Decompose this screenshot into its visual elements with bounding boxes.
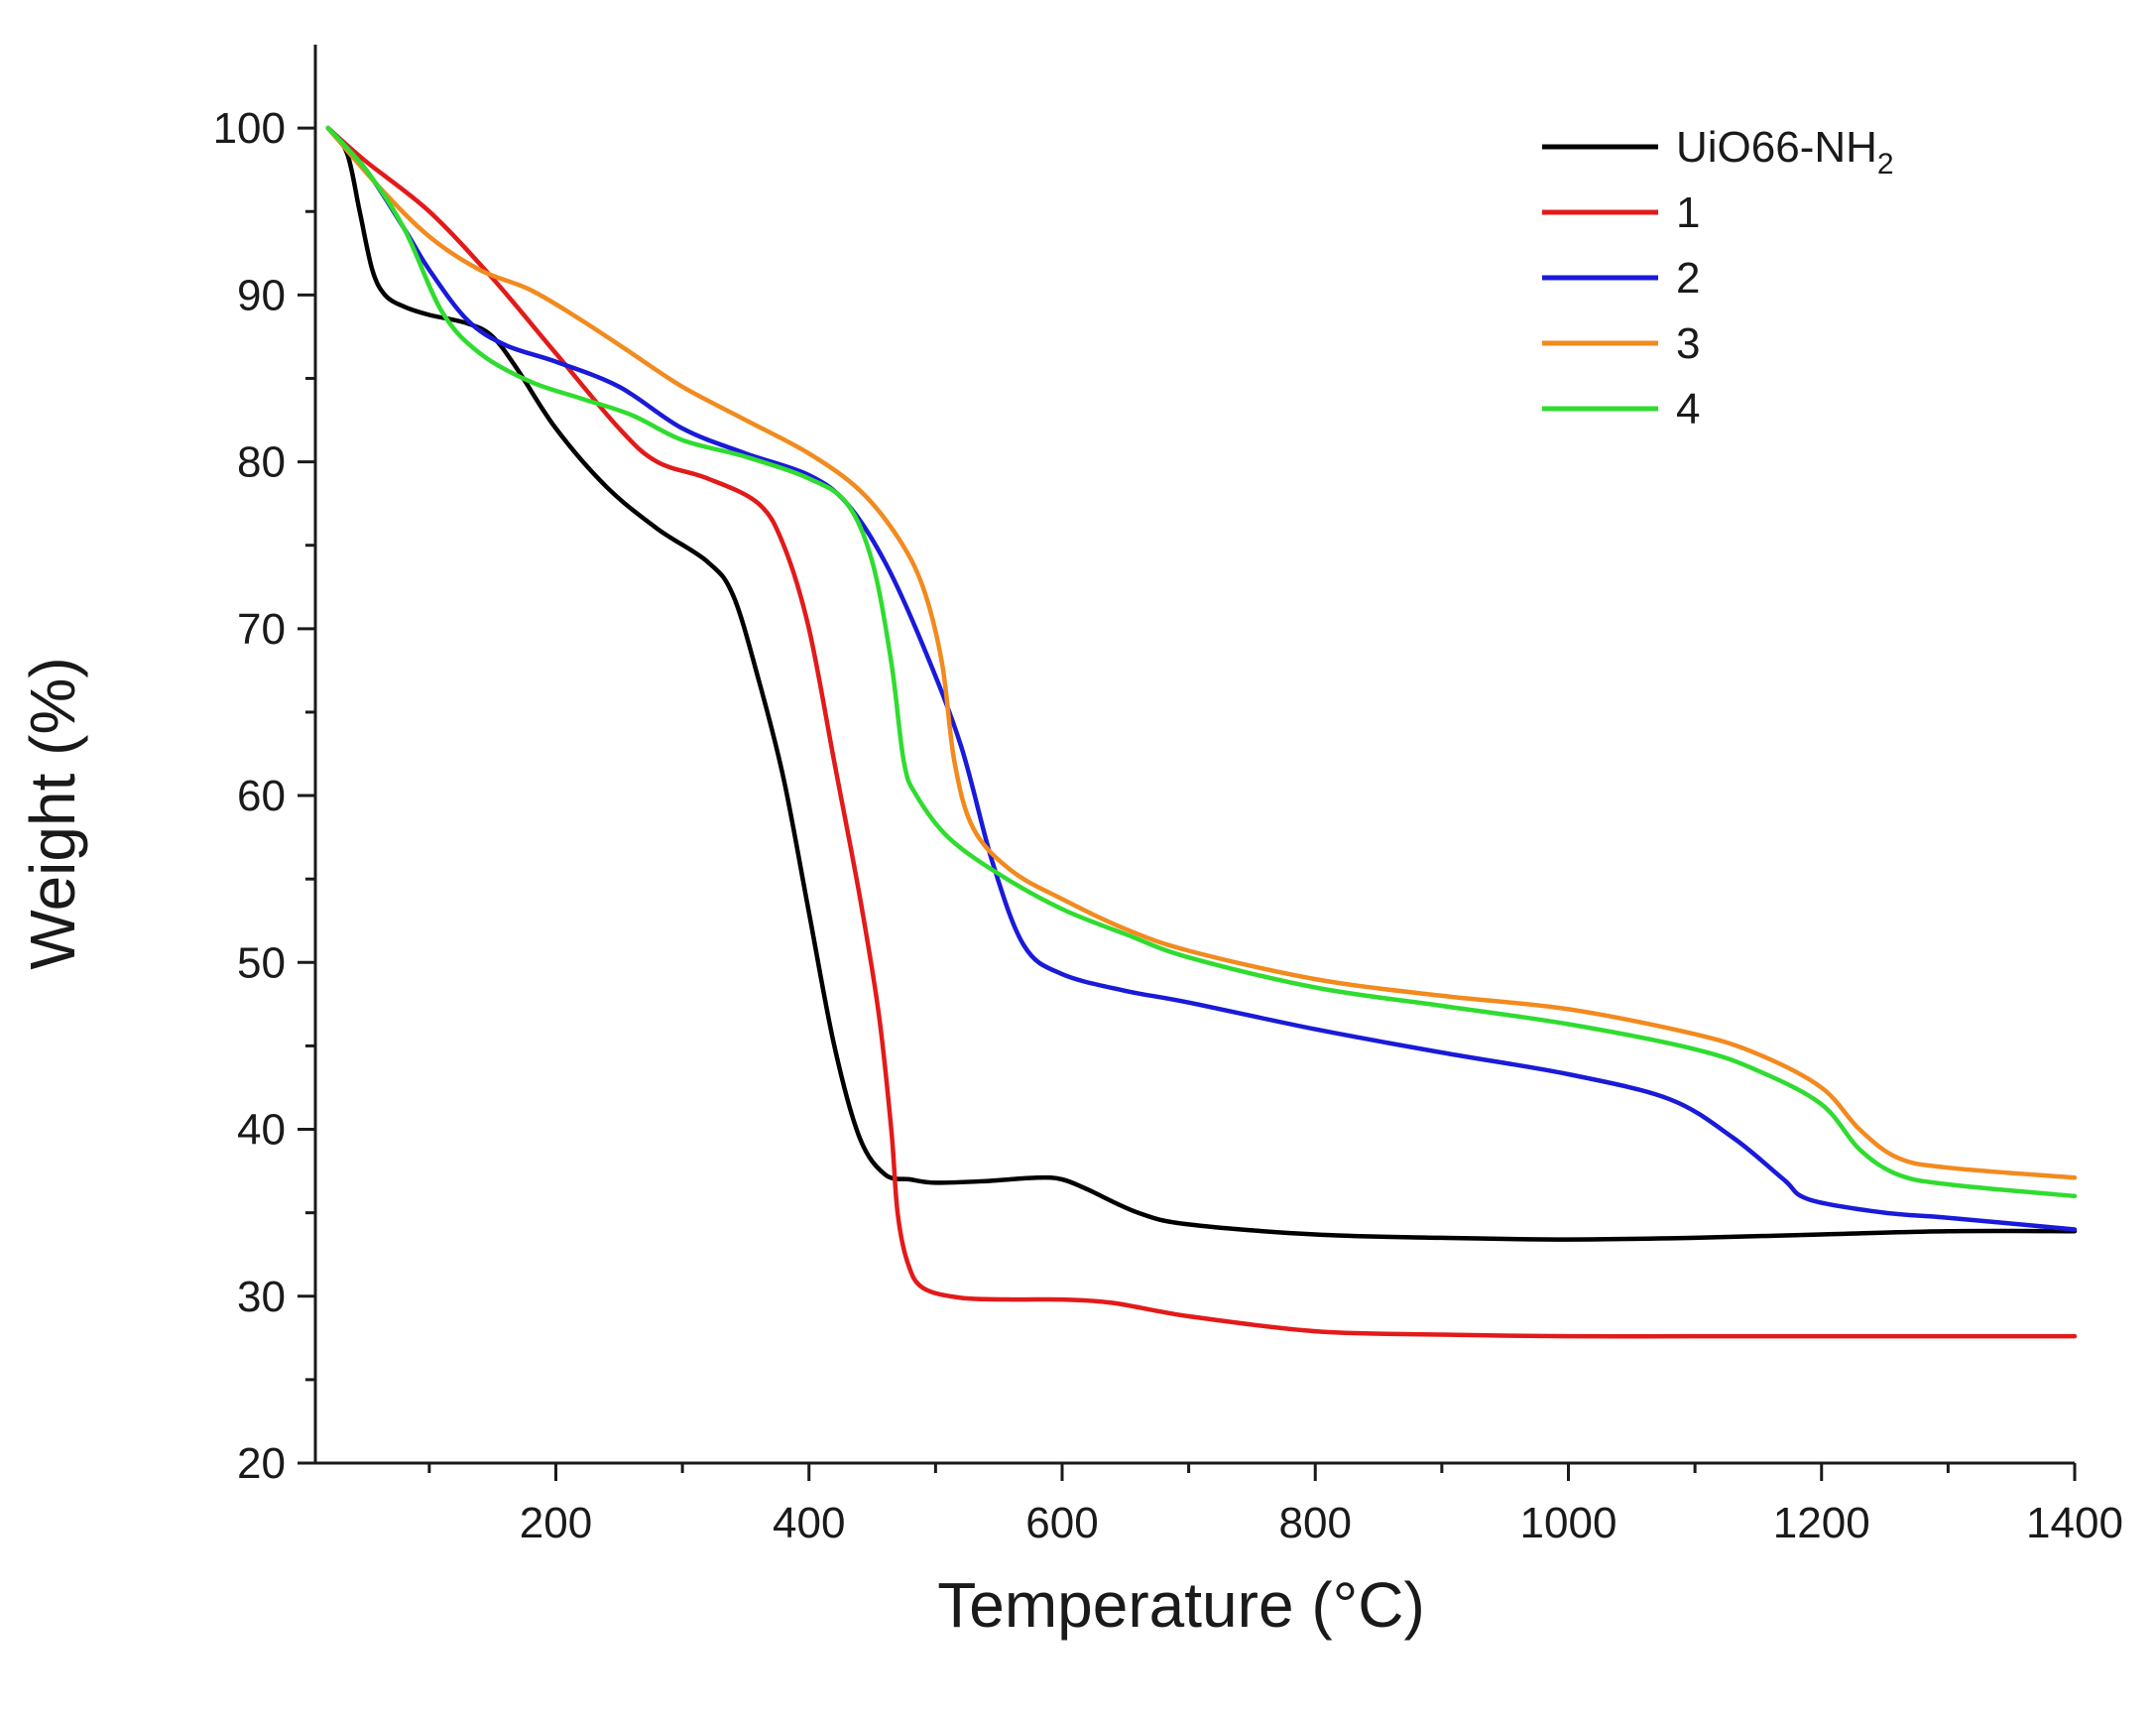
axes: 20 30 40 50 60 70 80 90 100 200 400 600 800 1000 1200 1… <box>213 45 2123 1547</box>
legend-label-main: UiO66-NH <box>1676 123 1877 172</box>
series-line-4 <box>325 125 2078 1199</box>
series-line-uio66-nh2 <box>325 125 2078 1242</box>
series-layer <box>325 125 2078 1339</box>
legend-label-main: 4 <box>1676 385 1700 433</box>
series-line-3 <box>325 125 2078 1180</box>
y-tick-label: 60 <box>237 772 286 820</box>
series-line-2 <box>325 125 2078 1232</box>
x-tick-label: 400 <box>773 1499 845 1547</box>
legend-label: 1 <box>1676 188 1700 237</box>
y-tick-label: 20 <box>237 1439 286 1488</box>
y-tick-label: 90 <box>237 271 286 319</box>
y-tick-label: 70 <box>237 605 286 654</box>
legend-label: 4 <box>1676 385 1700 433</box>
y-tick-label: 50 <box>237 938 286 987</box>
x-tick-label: 1400 <box>2026 1499 2123 1547</box>
legend-label: UiO66-NH2 <box>1676 123 1894 181</box>
legend-label: 2 <box>1676 254 1700 303</box>
legend-label-main: 2 <box>1676 254 1700 303</box>
legend-label-main: 3 <box>1676 319 1700 368</box>
x-tick-label: 800 <box>1279 1499 1352 1547</box>
x-tick-label: 1000 <box>1520 1499 1617 1547</box>
y-axis-title: Weight (%) <box>17 657 88 969</box>
y-tick-label: 100 <box>213 104 286 153</box>
y-tick-label: 40 <box>237 1106 286 1155</box>
x-tick-label: 600 <box>1025 1499 1098 1547</box>
y-tick-label: 30 <box>237 1273 286 1321</box>
x-axis-title: Temperature (°C) <box>937 1569 1425 1641</box>
x-tick-label: 1200 <box>1773 1499 1870 1547</box>
legend-label: 3 <box>1676 319 1700 368</box>
series-line-1 <box>325 125 2078 1339</box>
legend-label-main: 1 <box>1676 188 1700 237</box>
legend-label-subscript: 2 <box>1877 148 1894 181</box>
y-tick-label: 80 <box>237 438 286 487</box>
x-tick-label: 200 <box>520 1499 592 1547</box>
